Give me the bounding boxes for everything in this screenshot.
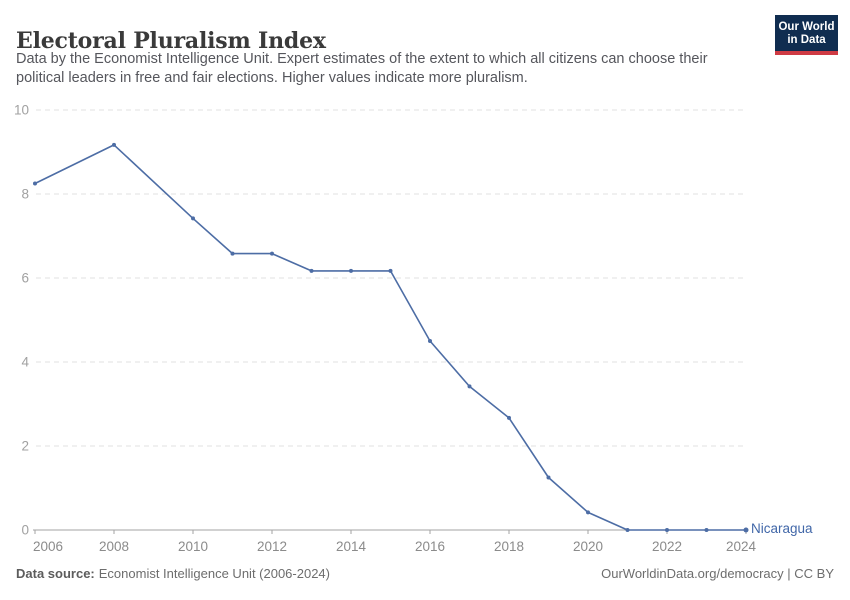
data-point[interactable] bbox=[546, 475, 551, 480]
data-source-label: Data source: bbox=[16, 566, 95, 581]
data-point[interactable] bbox=[191, 216, 195, 221]
chart-subtitle: Data by the Economist Intelligence Unit.… bbox=[16, 50, 708, 88]
subtitle-line-1: Data by the Economist Intelligence Unit.… bbox=[16, 51, 708, 67]
y-tick-label: 10 bbox=[14, 103, 29, 118]
data-point[interactable] bbox=[349, 268, 353, 273]
data-point[interactable] bbox=[704, 528, 709, 532]
x-tick-label: 2014 bbox=[336, 539, 367, 554]
owid-logo-line-1: Our World bbox=[778, 21, 835, 33]
data-point[interactable] bbox=[309, 268, 314, 273]
data-source-value: Economist Intelligence Unit (2006-2024) bbox=[98, 566, 330, 581]
entity-label: Nicaragua bbox=[751, 521, 813, 536]
y-tick-label: 8 bbox=[21, 187, 29, 202]
x-tick-label: 2022 bbox=[652, 539, 682, 554]
data-point[interactable] bbox=[270, 251, 274, 256]
y-tick-label: 2 bbox=[21, 439, 29, 454]
y-tick-label: 6 bbox=[21, 271, 29, 286]
y-tick-label: 4 bbox=[21, 355, 29, 370]
line-series[interactable] bbox=[33, 142, 749, 533]
data-source-note: Data source: Economist Intelligence Unit … bbox=[16, 566, 330, 581]
x-tick-label: 2012 bbox=[257, 539, 287, 554]
data-point[interactable] bbox=[388, 268, 393, 273]
data-point[interactable] bbox=[428, 339, 432, 343]
page-title: Electoral Pluralism Index bbox=[16, 27, 326, 54]
data-point[interactable] bbox=[230, 251, 235, 256]
y-tick-label: 0 bbox=[21, 523, 29, 538]
chart-footer: Data source: Economist Intelligence Unit … bbox=[16, 566, 834, 581]
x-tick-label: 2016 bbox=[415, 539, 445, 554]
data-point[interactable] bbox=[33, 181, 37, 186]
x-tick-label: 2018 bbox=[494, 539, 524, 554]
data-point[interactable] bbox=[507, 415, 511, 420]
data-point[interactable] bbox=[743, 527, 749, 533]
data-point[interactable] bbox=[625, 528, 630, 532]
series-line-nicaragua[interactable] bbox=[34, 144, 747, 531]
data-point[interactable] bbox=[586, 510, 590, 515]
data-point[interactable] bbox=[467, 384, 472, 389]
x-tick-label: 2010 bbox=[178, 539, 208, 554]
x-tick-label: 2006 bbox=[33, 539, 63, 554]
x-tick-label: 2024 bbox=[726, 539, 757, 554]
owid-logo-line-2: in Data bbox=[787, 34, 826, 46]
x-tick-label: 2008 bbox=[99, 539, 129, 554]
data-point[interactable] bbox=[112, 142, 116, 147]
x-tick-label: 2020 bbox=[573, 539, 603, 554]
subtitle-line-2: political leaders in free and fair elect… bbox=[16, 70, 528, 86]
gridlines bbox=[36, 109, 746, 447]
license-credit[interactable]: OurWorldinData.org/democracy | CC BY bbox=[601, 566, 834, 581]
data-point[interactable] bbox=[665, 528, 669, 532]
axis-tick-labels: 0 2 4 6 8 10 2006 2008 2010 2012 2014 2016 2018 2020 2… bbox=[14, 103, 757, 555]
owid-logo: Our World in Data bbox=[775, 15, 838, 55]
